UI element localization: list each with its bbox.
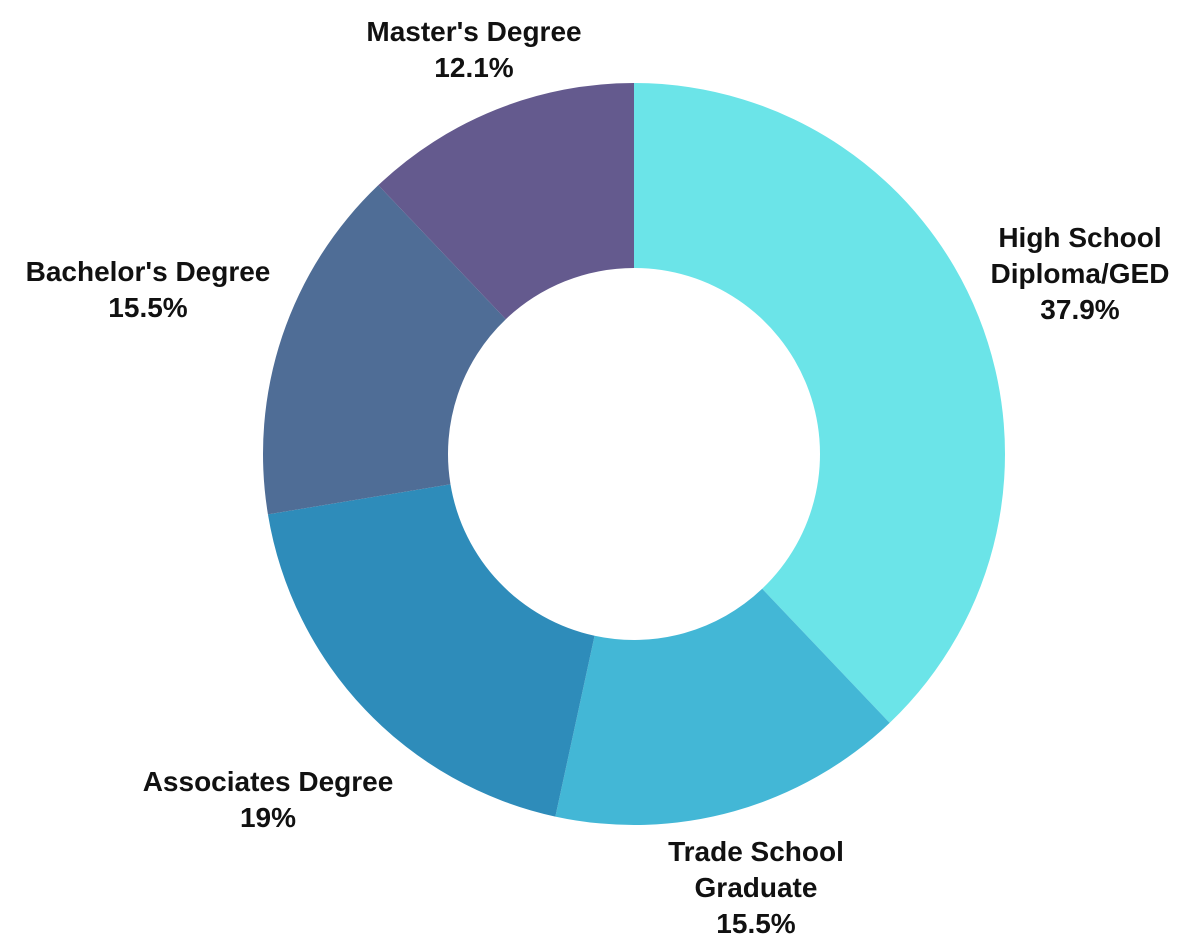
category-label: High School Diploma/GED	[990, 222, 1170, 289]
value-label: 12.1%	[434, 52, 514, 83]
value-label: 19%	[239, 802, 297, 833]
value-label: 15.5%	[108, 292, 188, 323]
slice-label: Associates Degree 19%	[143, 764, 394, 836]
donut-slice	[378, 83, 634, 320]
category-label: Bachelor's Degree	[25, 256, 271, 287]
category-label: Trade School Graduate	[668, 836, 844, 903]
donut-slice	[634, 83, 1005, 723]
category-label: Master's Degree	[366, 16, 582, 47]
donut-slice	[263, 185, 506, 515]
slice-label: Trade School Graduate 15.5%	[646, 834, 866, 942]
category-label: Associates Degree	[142, 766, 394, 797]
slice-label: Master's Degree 12.1%	[366, 14, 581, 86]
donut-slice	[555, 588, 890, 825]
value-label: 37.9%	[1040, 294, 1120, 325]
value-label: 15.5%	[716, 908, 796, 939]
slice-label: High School Diploma/GED 37.9%	[970, 220, 1190, 328]
donut-slice	[267, 484, 595, 817]
slice-label: Bachelor's Degree 15.5%	[26, 254, 271, 326]
